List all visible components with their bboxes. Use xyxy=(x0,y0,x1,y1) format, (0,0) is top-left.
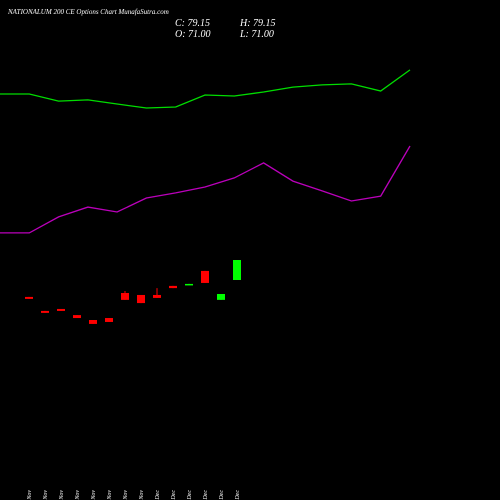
candle-body xyxy=(57,308,65,311)
candle-body xyxy=(105,318,113,322)
x-tick-label: 20 Nov xyxy=(59,490,65,500)
close-text: C: 79.15 xyxy=(175,18,210,29)
x-tick-label: 04 Dec xyxy=(186,490,193,500)
x-tick-label: 14 Nov xyxy=(26,490,33,500)
candle-body xyxy=(25,296,33,299)
indicator-line xyxy=(0,69,411,109)
x-tick-label: 27 Nov xyxy=(123,490,129,500)
x-tick-label: 01 Dec xyxy=(155,490,161,500)
x-tick-label: 08 Dec xyxy=(203,490,209,500)
open-text: O: 71.00 xyxy=(175,29,211,40)
candle-body xyxy=(73,315,81,319)
candle-body xyxy=(201,270,209,283)
x-tick-label: 12 Dec xyxy=(235,490,241,500)
candle-body xyxy=(89,320,97,324)
x-tick-label: 24 Nov xyxy=(90,490,97,500)
chart-title: NATIONALUM 200 CE Options Chart MunafaSu… xyxy=(7,8,169,16)
candle-body xyxy=(41,310,49,313)
candle-body xyxy=(121,293,129,300)
x-tick-label: 21 Nov xyxy=(75,490,81,500)
x-tick-label: 02 Dec xyxy=(171,490,177,500)
candle-body xyxy=(137,294,145,304)
x-tick-label: 18 Nov xyxy=(43,490,49,500)
x-tick-label: 25 Nov xyxy=(107,490,113,500)
indicator-line xyxy=(0,145,411,234)
candle-body xyxy=(169,285,177,289)
candle-body xyxy=(217,293,225,300)
high-text: H: 79.15 xyxy=(239,18,276,29)
x-tick-label: 28 Nov xyxy=(139,490,145,500)
low-text: L: 71.00 xyxy=(239,29,274,40)
x-tick-label: 09 Dec xyxy=(219,490,225,500)
candle-body xyxy=(233,260,241,280)
candle-body xyxy=(185,283,193,286)
candle-body xyxy=(153,294,161,298)
